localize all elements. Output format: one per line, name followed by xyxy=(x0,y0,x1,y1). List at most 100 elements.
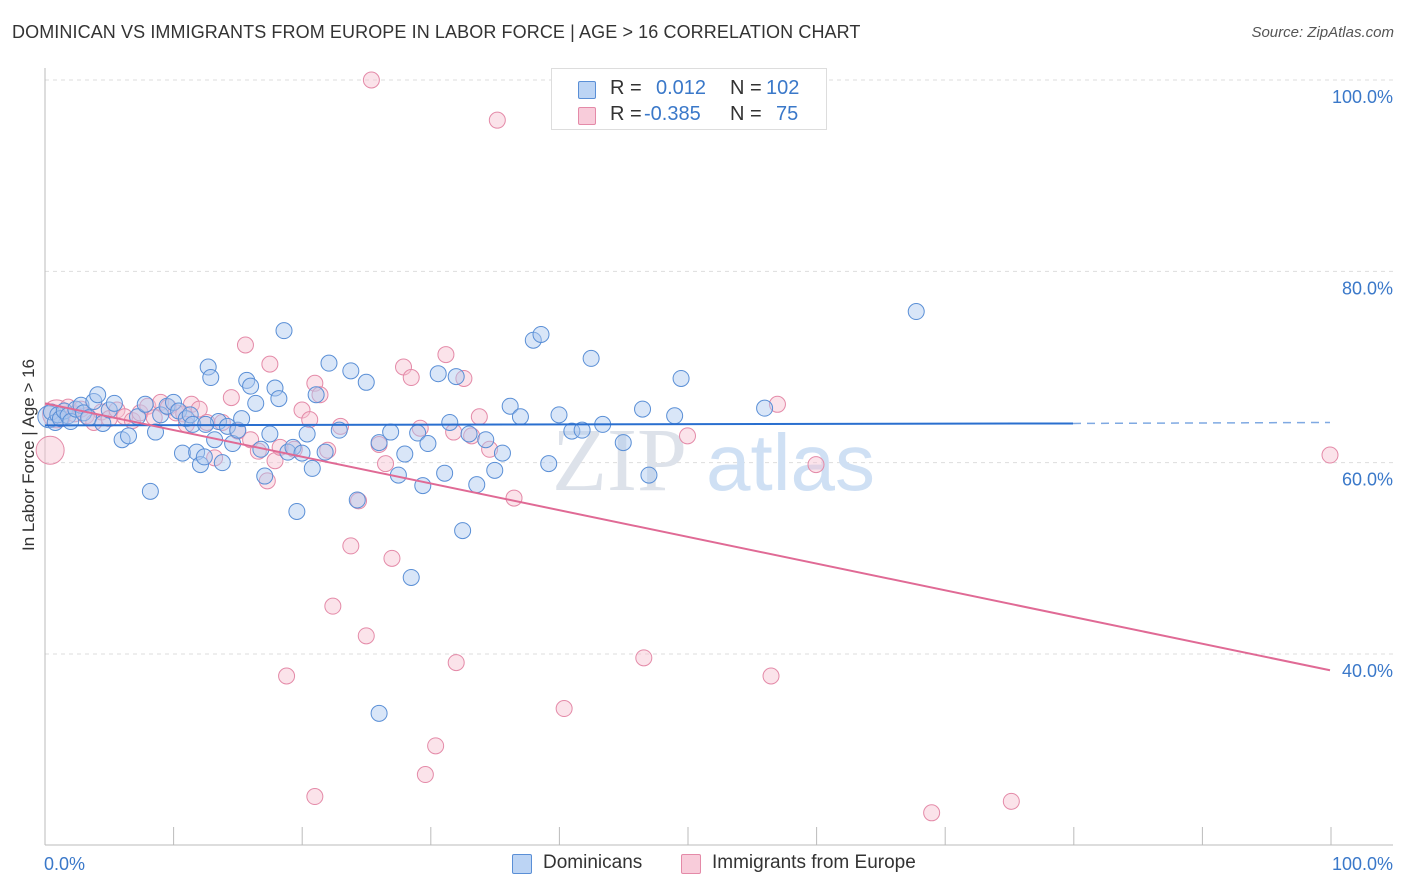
data-point-dominicans xyxy=(202,369,220,387)
data-point-dominicans xyxy=(436,464,454,482)
data-point-dominicans xyxy=(330,421,348,439)
data-point-dominicans xyxy=(307,386,325,404)
data-point-dominicans xyxy=(396,445,414,463)
data-point-immigrants xyxy=(319,441,337,459)
trend-line-immigrants xyxy=(44,402,1331,672)
series-dominicans xyxy=(37,303,925,722)
data-point-dominicans xyxy=(136,395,154,413)
data-point-dominicans xyxy=(382,423,400,441)
data-point-dominicans xyxy=(532,325,550,343)
legend-swatch-blue xyxy=(578,81,596,99)
data-point-dominicans xyxy=(454,522,472,540)
data-point-immigrants xyxy=(311,386,329,404)
data-point-immigrants xyxy=(402,369,420,387)
legend-r-value: 0.012 xyxy=(656,77,707,99)
legend-row-immigrants: R = -0.385 N = 75 xyxy=(552,101,826,127)
data-point-immigrants xyxy=(505,489,523,507)
legend-r-label: R = xyxy=(610,103,642,125)
data-point-immigrants xyxy=(362,71,380,89)
data-point-immigrants xyxy=(383,549,401,567)
data-point-immigrants xyxy=(635,649,653,667)
data-point-dominicans xyxy=(247,394,265,412)
data-point-dominicans xyxy=(493,444,511,462)
legend-n-label: N = xyxy=(730,103,762,125)
data-point-dominicans xyxy=(582,349,600,367)
bottom-legend-immigrants: Immigrants from Europe xyxy=(712,852,916,873)
data-point-immigrants xyxy=(261,355,279,373)
data-point-immigrants xyxy=(222,389,240,407)
data-point-dominicans xyxy=(173,444,191,462)
legend-n-value: 75 xyxy=(776,103,799,125)
chart-title: DOMINICAN VS IMMIGRANTS FROM EUROPE IN L… xyxy=(12,22,861,42)
trend-lines xyxy=(44,402,1331,672)
data-point-dominicans xyxy=(447,368,465,386)
data-point-immigrants xyxy=(324,597,342,615)
data-point-dominicans xyxy=(666,407,684,425)
data-point-dominicans xyxy=(486,461,504,479)
data-point-immigrants xyxy=(555,700,573,718)
legend-swatch-pink xyxy=(578,107,596,125)
data-point-dominicans xyxy=(370,704,388,722)
data-point-dominicans xyxy=(233,410,251,428)
data-point-immigrants xyxy=(342,537,360,555)
data-point-immigrants xyxy=(258,472,276,490)
data-point-dominicans xyxy=(270,390,288,408)
bottom-legend-dominicans: Dominicans xyxy=(543,852,643,873)
data-point-immigrants xyxy=(416,766,434,784)
data-point-dominicans xyxy=(540,455,558,473)
data-point-dominicans xyxy=(266,379,284,397)
data-point-dominicans xyxy=(357,373,375,391)
data-point-dominicans xyxy=(614,434,632,452)
data-point-dominicans xyxy=(316,443,334,461)
data-point-dominicans xyxy=(640,466,658,484)
data-point-immigrants xyxy=(437,346,455,364)
data-point-immigrants xyxy=(923,804,941,822)
data-point-dominicans xyxy=(242,377,260,395)
data-point-dominicans xyxy=(165,393,182,411)
data-point-dominicans xyxy=(152,406,170,424)
data-point-dominicans xyxy=(191,456,209,474)
data-point-dominicans xyxy=(550,406,568,424)
y-tick-label: 40.0% xyxy=(1342,661,1393,681)
data-point-dominicans xyxy=(256,467,274,485)
data-point-dominicans xyxy=(229,421,247,439)
data-point-dominicans xyxy=(89,386,107,404)
legend-n-label: N = xyxy=(730,77,762,99)
data-point-immigrants xyxy=(377,455,395,473)
trend-line-dominicans-extension xyxy=(1072,421,1331,425)
data-point-dominicans xyxy=(275,322,293,340)
x-tick-label-max: 100.0% xyxy=(1332,854,1393,874)
data-point-immigrants xyxy=(488,111,506,129)
y-tick-label: 60.0% xyxy=(1342,470,1393,490)
data-point-dominicans xyxy=(320,354,338,372)
axis-labels: 40.0% 60.0% 80.0% 100.0% 0.0% 100.0% In Labor … xyxy=(19,87,1393,874)
data-point-dominicans xyxy=(573,421,591,439)
data-point-dominicans xyxy=(468,476,486,494)
data-point-immigrants xyxy=(807,456,825,474)
grid-lines xyxy=(45,79,1393,655)
data-point-immigrants xyxy=(427,737,445,755)
data-point-dominicans xyxy=(181,406,199,424)
data-point-immigrants xyxy=(357,627,375,645)
data-point-immigrants xyxy=(301,411,319,429)
data-point-dominicans xyxy=(370,434,388,452)
bottom-legend-swatch-pink xyxy=(681,854,701,874)
data-point-dominicans xyxy=(634,400,652,418)
data-point-dominicans xyxy=(120,427,138,445)
data-point-dominicans xyxy=(195,448,213,466)
data-point-immigrants xyxy=(278,667,296,685)
legend-r-label: R = xyxy=(610,77,642,99)
data-point-dominicans xyxy=(348,491,366,509)
data-point-dominicans xyxy=(756,399,774,417)
data-point-dominicans xyxy=(402,568,420,586)
legend-r-value: -0.385 xyxy=(644,103,701,125)
data-point-immigrants xyxy=(35,435,65,465)
legend-row-dominicans: R = 0.012 N = 102 xyxy=(552,75,826,101)
data-point-immigrants xyxy=(463,427,481,445)
data-point-immigrants xyxy=(762,667,780,685)
data-point-dominicans xyxy=(141,482,159,500)
data-point-dominicans xyxy=(501,397,519,415)
watermark-atlas: atlas xyxy=(706,418,875,507)
trend-line-dominicans xyxy=(44,422,1074,427)
